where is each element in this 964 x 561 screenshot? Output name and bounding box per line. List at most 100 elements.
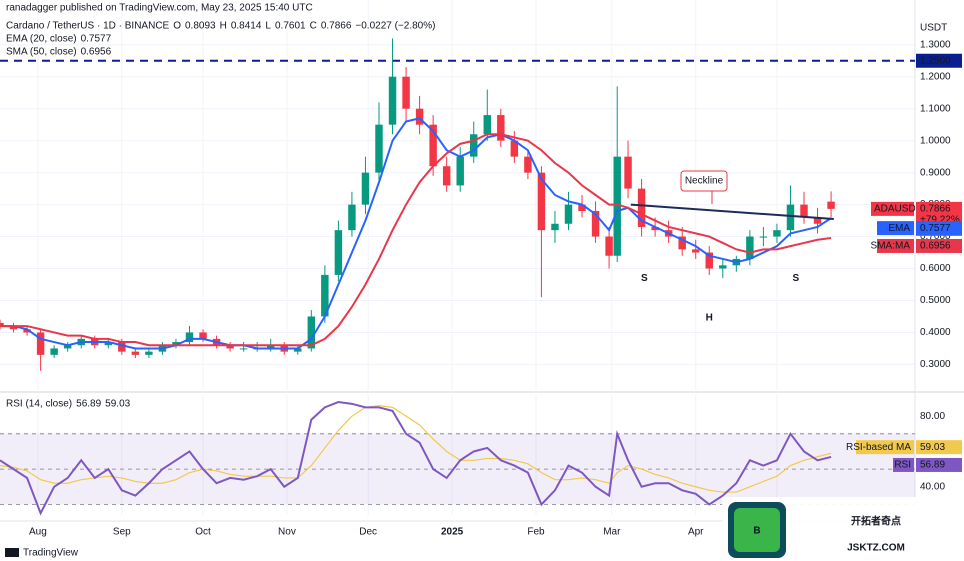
rsi-tick-label: 80.00 (920, 411, 945, 422)
candle-body (578, 204, 586, 211)
rsi-tag (893, 457, 914, 472)
pattern-label: S (793, 273, 800, 284)
candle-body (294, 348, 302, 352)
quote-text: 0.8093 (185, 21, 216, 32)
y-tick-label: 1.2000 (920, 71, 951, 82)
publisher: ranadagger published on TradingView.com,… (6, 3, 313, 14)
candle-body (827, 201, 835, 209)
rsi-value-box (916, 440, 962, 455)
quote-text: O (173, 21, 181, 32)
indicator-value-box (916, 221, 962, 236)
indicator-tag (877, 238, 914, 253)
candle-body (510, 140, 519, 157)
brand-icon (5, 548, 19, 557)
y-tick-label: 0.9000 (920, 167, 951, 178)
candle-body (375, 124, 383, 173)
indicator-line (0, 133, 832, 347)
candle-body (131, 351, 140, 355)
candle-body (63, 345, 72, 349)
candle-body (415, 108, 424, 125)
rsi-tag (856, 440, 914, 455)
y-tick-label: 0.3000 (920, 359, 951, 370)
candle-body (321, 274, 329, 317)
candle-body (551, 223, 559, 231)
candle-body (185, 332, 194, 343)
candle-body (759, 236, 768, 238)
quote-text: 0.7601 (275, 21, 306, 32)
candle-body (348, 204, 356, 231)
candle-body (678, 236, 686, 250)
y-tick-label: 1.3000 (920, 39, 951, 50)
x-tick-label: Mar (603, 527, 621, 538)
candle-body (813, 217, 822, 224)
candle-body (9, 326, 18, 330)
indicator-name: SMA (50, close) (6, 47, 77, 58)
candle-body (746, 236, 754, 259)
candle-body (483, 115, 492, 135)
candle-body (800, 204, 808, 218)
y-tick-label: 0.5000 (920, 295, 951, 306)
candle-body (429, 124, 437, 167)
y-tick-label: 0.4000 (920, 327, 951, 338)
indicator-name: EMA (20, close) (6, 34, 77, 45)
indicator-value: 0.6956 (81, 47, 112, 58)
candle-body (773, 230, 781, 237)
y-tick-label: 1.1000 (920, 103, 951, 114)
watermark-site: JSKTZ.COM (847, 543, 905, 554)
candle-body (719, 265, 727, 269)
indicator-value: 0.7577 (920, 223, 951, 234)
y-tick-label: 0.7000 (920, 231, 951, 242)
rsi-tick-label: 40.00 (920, 481, 945, 492)
y-tick-label: 0.6000 (920, 263, 951, 274)
candle-body (199, 332, 207, 339)
indicator-value: 0.7577 (81, 34, 112, 45)
neckline-box (680, 170, 728, 192)
candle-body (637, 188, 646, 227)
neckline (630, 203, 834, 220)
candle-body (442, 166, 451, 186)
pattern-label: S (641, 273, 648, 284)
x-tick-label: Apr (688, 527, 704, 538)
candle-body (524, 156, 532, 173)
x-tick-label: Sep (113, 527, 131, 538)
candle-body (104, 342, 113, 346)
quote-text: 0.8414 (231, 21, 262, 32)
rsi-line (0, 404, 832, 493)
price-box-text: +79.22% (920, 215, 960, 226)
candle-body (624, 156, 632, 189)
x-tick-label: 2025 (441, 527, 464, 538)
x-tick-label: Aug (29, 527, 47, 538)
rsi-line (0, 401, 832, 516)
symbol-box (871, 201, 914, 216)
watermark-title: 开拓者奇点 (851, 515, 901, 528)
level-label-box (916, 53, 962, 68)
quote-text: L (265, 21, 271, 32)
candle-body (0, 322, 4, 327)
rsi-value: 56.89 (920, 460, 945, 471)
candle-body (36, 332, 45, 355)
x-tick-label: Nov (278, 527, 296, 538)
candle-body (456, 156, 464, 186)
rsi-value-box (916, 457, 962, 472)
rsi-legend-value: 59.03 (105, 399, 130, 410)
price-box-text: 0.7866 (920, 204, 951, 215)
candle-body (786, 204, 795, 231)
candle-body (591, 210, 600, 237)
candle-body (613, 156, 621, 256)
indicator-tag-label: EMA (888, 223, 910, 234)
x-tick-label: Feb (527, 527, 545, 538)
candle-body (402, 76, 410, 109)
candle-body (564, 204, 573, 224)
x-tick-label: Dec (359, 527, 377, 538)
level-label: 1.2500 (920, 55, 951, 66)
indicator-value-box (916, 238, 962, 253)
candle-body (172, 342, 180, 346)
candle-body (361, 172, 370, 205)
rsi-tag-label: RSI-based MA (846, 442, 911, 453)
candle-body (226, 345, 234, 349)
currency-label: USDT (920, 23, 947, 34)
indicator-tag (877, 221, 914, 236)
quote-text: H (220, 21, 227, 32)
